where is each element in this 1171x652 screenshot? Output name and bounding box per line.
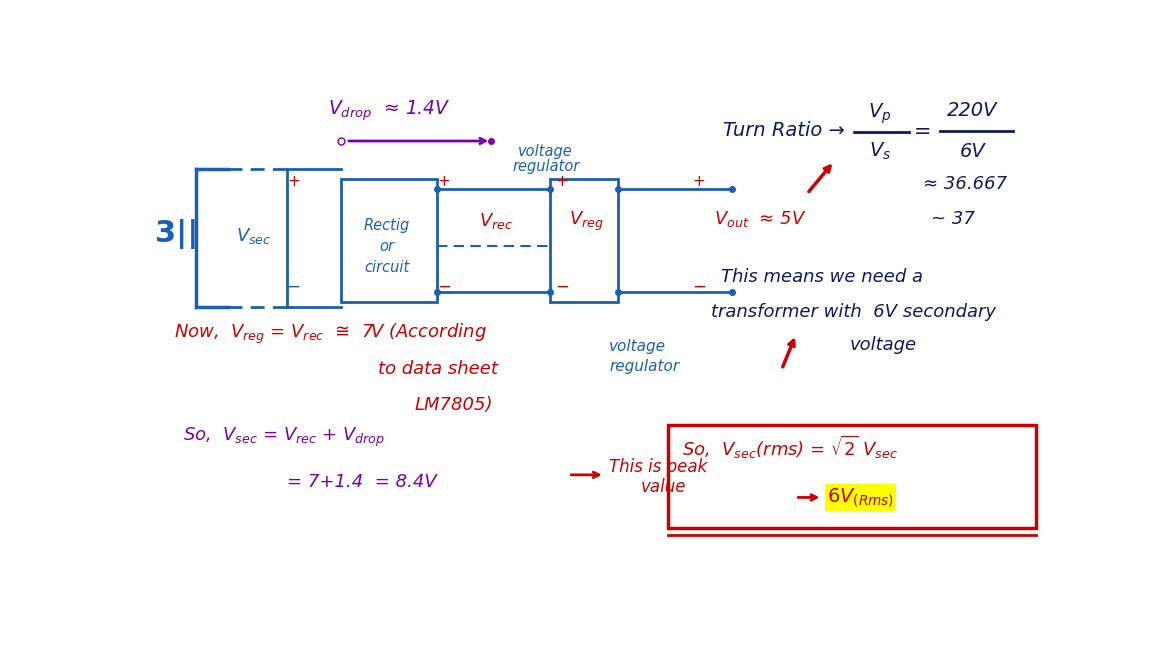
Text: 220V: 220V [947, 101, 998, 121]
Text: This means we need a: This means we need a [721, 267, 923, 286]
Text: +: + [438, 173, 451, 188]
Text: 3||: 3|| [155, 219, 198, 249]
Text: regulator: regulator [512, 158, 580, 173]
Text: $V_{out}$  ≈ 5V: $V_{out}$ ≈ 5V [713, 209, 806, 229]
Text: $V_{rec}$: $V_{rec}$ [479, 211, 513, 231]
Text: This is peak: This is peak [609, 458, 707, 477]
Text: $V_{sec}$: $V_{sec}$ [235, 226, 272, 246]
Text: 6V: 6V [959, 141, 985, 160]
Text: $V_p$: $V_p$ [868, 101, 891, 126]
Bar [342, 179, 437, 302]
Text: LM7805): LM7805) [415, 396, 493, 413]
Bar [669, 424, 1035, 527]
Text: transformer with  6V secondary: transformer with 6V secondary [711, 303, 995, 321]
Text: voltage: voltage [850, 336, 917, 354]
Text: +: + [693, 173, 705, 188]
Text: =: = [913, 123, 931, 142]
Text: −: − [555, 278, 569, 295]
Text: +: + [287, 173, 300, 188]
Text: $6V_{(Rms)}$: $6V_{(Rms)}$ [827, 486, 895, 509]
Text: value: value [641, 479, 686, 496]
Text: $V_s$: $V_s$ [869, 140, 891, 162]
Text: regulator: regulator [609, 359, 679, 374]
Text: Now,  $V_{reg}$ = $V_{rec}$  ≅  7V (According: Now, $V_{reg}$ = $V_{rec}$ ≅ 7V (Accordi… [173, 322, 486, 346]
Text: So,  $V_{sec}$(rms) = $\sqrt{2}$ $V_{sec}$: So, $V_{sec}$(rms) = $\sqrt{2}$ $V_{sec}… [682, 434, 898, 461]
Text: = 7+1.4  = 8.4V: = 7+1.4 = 8.4V [287, 473, 437, 492]
Bar [550, 179, 618, 302]
Text: Rectig
or
circuit: Rectig or circuit [364, 218, 410, 275]
Text: Turn Ratio →: Turn Ratio → [723, 121, 844, 140]
Text: $V_{drop}$  ≈ 1.4V: $V_{drop}$ ≈ 1.4V [328, 98, 451, 123]
Text: voltage: voltage [609, 339, 666, 354]
Text: voltage: voltage [519, 143, 573, 158]
Text: +: + [556, 173, 568, 188]
Text: to data sheet: to data sheet [378, 361, 498, 378]
Text: ≈ 36.667: ≈ 36.667 [923, 175, 1007, 193]
Text: $V_{reg}$: $V_{reg}$ [569, 210, 604, 233]
Text: ~ 37: ~ 37 [931, 210, 975, 228]
Text: −: − [287, 278, 300, 295]
Text: So,  $V_{sec}$ = $V_{rec}$ + $V_{drop}$: So, $V_{sec}$ = $V_{rec}$ + $V_{drop}$ [183, 426, 385, 449]
Text: −: − [437, 278, 451, 295]
Text: −: − [692, 278, 706, 295]
